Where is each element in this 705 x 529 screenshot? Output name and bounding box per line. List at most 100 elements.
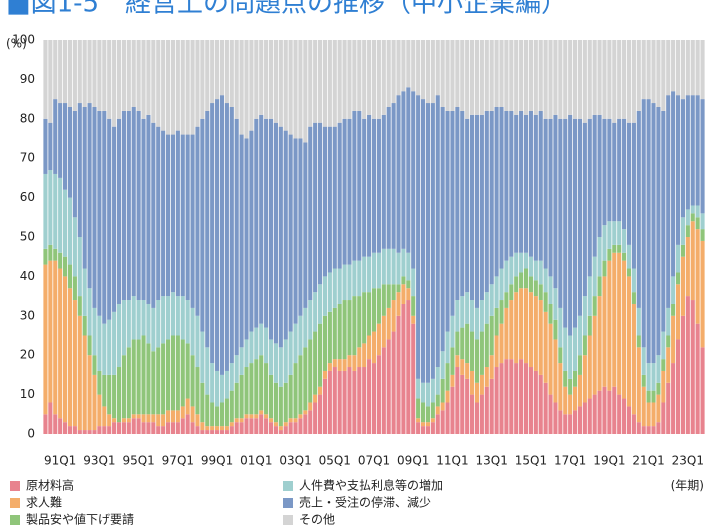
bar-segment	[48, 122, 53, 171]
bar-segment	[175, 422, 180, 434]
bar-segment	[219, 95, 225, 375]
bar-segment	[342, 370, 347, 434]
bar-segment	[690, 95, 695, 206]
bar-segment	[425, 426, 431, 434]
bar-segment	[617, 252, 622, 395]
bar-segment	[180, 406, 185, 419]
bar-segment	[597, 276, 602, 297]
bar-segment	[558, 363, 563, 411]
bar-segment	[641, 426, 646, 434]
bar-segment	[602, 260, 607, 277]
bar-segment	[445, 363, 450, 391]
bar-segment	[151, 122, 156, 308]
bar-segment	[470, 114, 475, 301]
bar-segment	[210, 103, 215, 364]
bar-segment	[612, 252, 617, 387]
bar-segment	[440, 40, 445, 107]
bar-segment	[308, 126, 313, 301]
bar-segment	[322, 315, 328, 371]
bar-segment	[484, 40, 489, 111]
bar-segment	[450, 347, 455, 375]
bar-segment	[523, 268, 529, 289]
bar-segment	[332, 367, 337, 434]
bar-segment	[244, 40, 249, 139]
bar-segment	[470, 394, 475, 434]
bar-segment	[273, 422, 278, 427]
bar-segment	[680, 244, 685, 257]
bar-segment	[249, 40, 254, 131]
bar-segment	[425, 406, 431, 423]
bar-segment	[411, 268, 416, 297]
bar-segment	[327, 126, 332, 273]
bar-segment	[131, 418, 136, 434]
bar-segment	[121, 110, 126, 301]
bar-segment	[626, 244, 632, 269]
bar-segment	[102, 406, 107, 427]
bar-segment	[700, 229, 705, 241]
bar-segment	[352, 370, 357, 434]
bar-segment	[641, 40, 646, 100]
bar-segment	[489, 110, 494, 285]
bar-segment	[626, 40, 632, 123]
bar-segment	[112, 418, 117, 423]
bar-segment	[43, 414, 48, 434]
bar-segment	[607, 40, 612, 119]
bar-segment	[690, 213, 695, 222]
bar-segment	[651, 40, 656, 104]
bar-segment	[195, 426, 200, 434]
bar-segment	[661, 110, 666, 332]
bar-segment	[107, 118, 112, 320]
bar-segment	[141, 335, 146, 415]
bar-segment	[420, 40, 426, 100]
bar-segment	[602, 276, 607, 387]
bar-segment	[92, 40, 97, 107]
bar-segment	[695, 40, 700, 96]
bar-segment	[175, 130, 180, 297]
bar-segment	[528, 256, 533, 277]
bar-segment	[165, 40, 171, 135]
bar-segment	[509, 40, 514, 111]
bar-segment	[185, 40, 190, 135]
bar-segment	[582, 355, 587, 403]
bar-segment	[264, 414, 269, 419]
y-tick-label: 70	[20, 151, 35, 165]
bar-segment	[205, 426, 210, 431]
bar-segment	[185, 134, 190, 301]
bar-segment	[376, 252, 381, 289]
bar-segment	[504, 110, 509, 261]
bar-segment	[435, 95, 440, 368]
bar-segment	[146, 343, 151, 415]
bar-segment	[514, 363, 519, 434]
bar-segment	[362, 118, 367, 257]
bar-segment	[239, 134, 244, 348]
bar-segment	[528, 40, 533, 111]
bar-segment	[92, 355, 97, 375]
bar-segment	[420, 422, 426, 427]
bar-segment	[582, 296, 587, 336]
bar-segment	[504, 40, 509, 111]
bar-segment	[259, 414, 264, 434]
bar-segment	[288, 418, 293, 423]
bar-segment	[190, 406, 195, 423]
bar-segment	[607, 118, 612, 222]
bar-segment	[317, 122, 323, 285]
bar-segment	[210, 40, 215, 104]
bar-segment	[558, 347, 563, 364]
bar-segment	[102, 110, 107, 324]
bar-segment	[146, 303, 151, 344]
bar-segment	[205, 40, 210, 111]
bar-segment	[587, 315, 592, 336]
bar-segment	[396, 315, 401, 434]
bar-segment	[553, 114, 558, 289]
bar-segment	[411, 315, 416, 324]
bar-segment	[425, 422, 431, 427]
bar-segment	[190, 134, 195, 308]
legend-label: その他	[299, 513, 335, 527]
bar-segment	[136, 414, 141, 419]
bar-segment	[685, 40, 690, 96]
bar-segment	[342, 40, 347, 119]
bar-segment	[362, 292, 367, 344]
bar-segment	[651, 402, 656, 427]
x-tick-label: 07Q1	[358, 454, 390, 468]
legend-label: 人件費や支払利息等の増加	[299, 478, 443, 493]
